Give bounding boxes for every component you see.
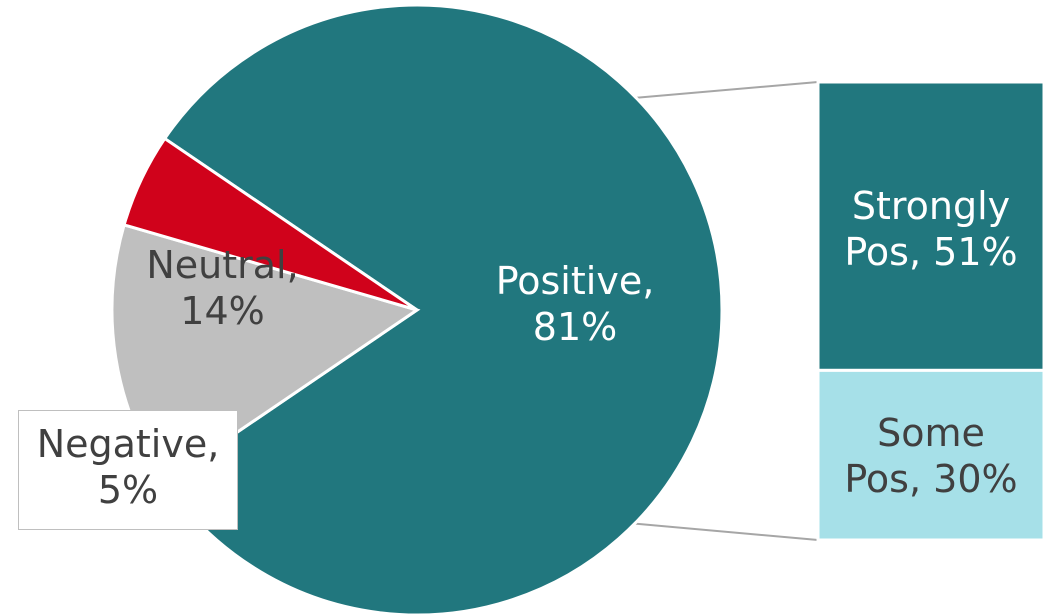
positive-data-label: Positive, 81% bbox=[495, 259, 655, 349]
negative-data-label: Negative, 5% bbox=[18, 410, 238, 530]
pie-slice-negative bbox=[122, 136, 418, 312]
pie-slice-positive bbox=[162, 3, 724, 616]
some-pos-data-label: Some Pos, 30% bbox=[844, 411, 1018, 501]
neutral-data-label: Neutral, 14% bbox=[146, 243, 299, 333]
bar-segment-strongly-pos bbox=[816, 80, 1044, 372]
bar-segment-some-pos bbox=[816, 368, 1044, 542]
stacked-bar bbox=[816, 80, 1044, 542]
strongly-pos-data-label: Strongly Pos, 51% bbox=[844, 184, 1018, 274]
